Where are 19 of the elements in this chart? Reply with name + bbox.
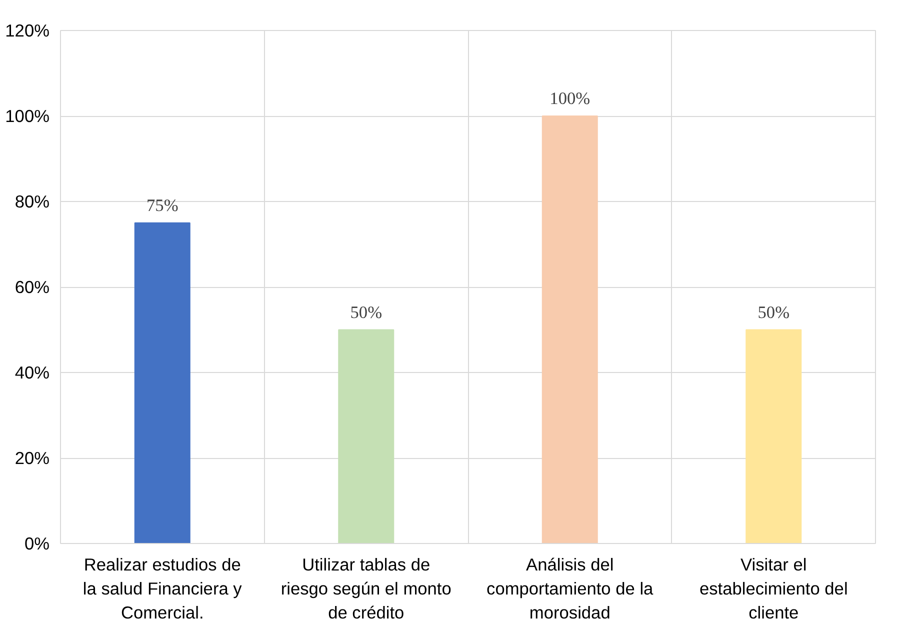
x-tick-label: Realizar estudios de la salud Financiera y Comercial. <box>82 554 242 622</box>
y-tick-label: 60% <box>14 277 50 297</box>
x-tick-label: Visitar el establecimiento del cliente <box>699 554 848 622</box>
y-tick-label: 80% <box>14 192 50 212</box>
y-tick-label: 20% <box>14 448 50 468</box>
y-tick-label: 40% <box>14 362 50 382</box>
y-tick-label: 120% <box>5 20 50 40</box>
y-tick-label: 100% <box>5 106 50 126</box>
x-tick-label: Utilizar tablas de riesgo según el monto de crédito <box>280 554 452 622</box>
bar <box>542 116 598 544</box>
y-tick-label: 0% <box>24 534 50 554</box>
data-label: 50% <box>758 302 790 322</box>
bar <box>338 329 394 544</box>
x-tick-label: Análisis del comportamiento de la morosidad <box>486 554 654 622</box>
bar <box>746 329 802 544</box>
data-label: 100% <box>550 89 590 108</box>
bar <box>134 222 190 544</box>
data-label: 75% <box>146 196 178 215</box>
data-label: 50% <box>350 302 382 322</box>
